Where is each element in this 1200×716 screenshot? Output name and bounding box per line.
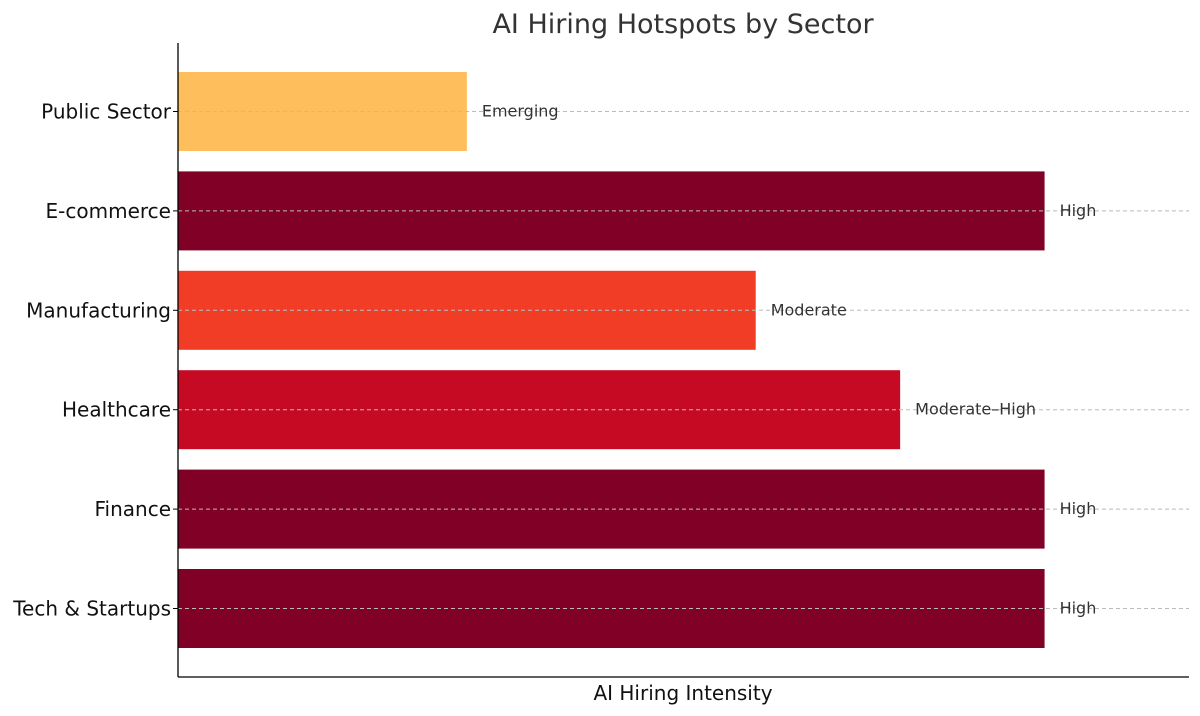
category-label-tech-and-startups: Tech & Startups xyxy=(12,597,171,621)
value-labels: High High Moderate–High Moderate High Emergin… xyxy=(178,102,1189,618)
value-label-manufacturing: Moderate xyxy=(771,300,847,319)
value-label-public-sector: Emerging xyxy=(482,102,559,121)
value-label-e-commerce: High xyxy=(1060,201,1097,220)
value-label-tech-and-startups: High xyxy=(1060,599,1097,618)
chart-title: AI Hiring Hotspots by Sector xyxy=(492,9,874,40)
value-label-healthcare: Moderate–High xyxy=(915,400,1036,419)
bars xyxy=(178,72,1045,648)
category-label-public-sector: Public Sector xyxy=(41,100,172,124)
x-axis-label: AI Hiring Intensity xyxy=(593,681,772,705)
category-label-e-commerce: E-commerce xyxy=(46,199,171,223)
value-label-finance: High xyxy=(1060,499,1097,518)
category-label-finance: Finance xyxy=(94,497,171,521)
category-tick-labels: Tech & Startups Finance Healthcare Manufact… xyxy=(12,100,178,621)
category-label-healthcare: Healthcare xyxy=(62,398,171,422)
category-label-manufacturing: Manufacturing xyxy=(26,298,171,322)
